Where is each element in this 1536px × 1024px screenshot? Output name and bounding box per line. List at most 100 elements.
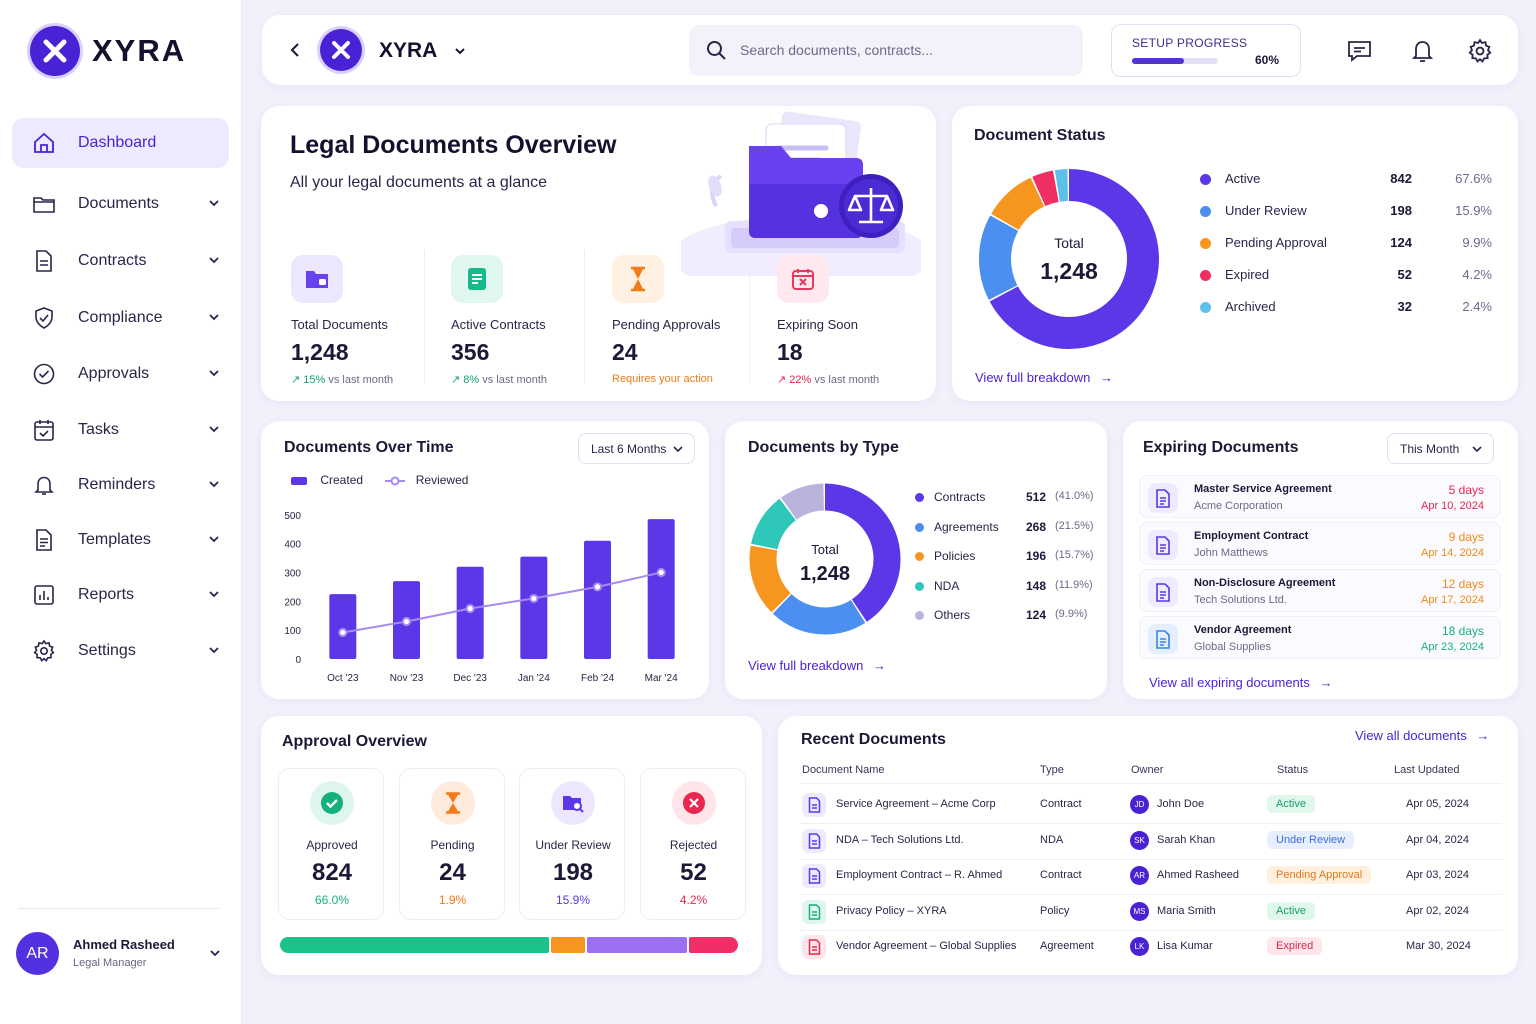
sidebar-item-compliance[interactable]: Compliance [12, 293, 229, 343]
donut-segment-active[interactable] [979, 169, 1159, 349]
expiring-item[interactable]: Vendor Agreement Global Supplies 18 days Ap… [1139, 616, 1501, 659]
chat-icon[interactable] [1347, 39, 1372, 63]
cell-updated: Apr 02, 2024 [1406, 904, 1469, 917]
sidebar-item-reports[interactable]: Reports [12, 570, 229, 620]
expiring-item[interactable]: Master Service Agreement Acme Corporation… [1139, 475, 1501, 518]
stat-change: ↗ 8% vs last month [451, 373, 547, 386]
legend-percent: 15.9% [1455, 203, 1492, 218]
view-full-breakdown-link[interactable]: View full breakdown → [975, 370, 1113, 385]
time-range-dropdown[interactable]: Last 6 Months [578, 433, 695, 464]
status-legend-row[interactable]: Archived 32 2.4% [1200, 298, 1500, 318]
documents-by-type-card: Documents by Type Total 1,248 Contracts 5… [725, 421, 1107, 699]
expiring-date: Apr 23, 2024 [1421, 641, 1484, 653]
type-legend-row[interactable]: Policies 196 (15.7%) [915, 548, 1094, 566]
gear-icon[interactable] [1467, 38, 1493, 64]
approval-card-pending[interactable]: Pending 24 1.9% [398, 768, 505, 920]
workspace-name[interactable]: XYRA [379, 39, 438, 62]
bar-created[interactable] [329, 594, 357, 659]
stat-pending-approvals[interactable]: Pending Approvals 24 Requires your actio… [612, 251, 747, 385]
donut-segment-contracts[interactable] [749, 483, 901, 635]
search-input[interactable] [740, 37, 1060, 63]
sidebar-item-contracts[interactable]: Contracts [12, 236, 229, 286]
donut-segment-policies[interactable] [749, 483, 901, 635]
table-row[interactable]: NDA – Tech Solutions Ltd. NDA SK Sarah Khan… [778, 825, 1518, 860]
table-row[interactable]: Employment Contract – R. Ahmed Contract AR… [778, 860, 1518, 895]
donut-segment-under-review[interactable] [979, 169, 1159, 349]
sidebar-item-documents[interactable]: Documents [12, 179, 229, 229]
legend-dot [1200, 174, 1211, 185]
column-header-type[interactable]: Type [1040, 764, 1064, 776]
stat-total-documents[interactable]: Total Documents 1,248 ↗ 15% vs last mont… [291, 251, 421, 386]
search-box [689, 25, 1083, 76]
type-legend-row[interactable]: NDA 148 (11.9%) [915, 578, 1093, 596]
overview-card: Legal Documents Overview All your legal … [261, 106, 936, 401]
expiring-item[interactable]: Employment Contract John Matthews 9 days Ap… [1139, 522, 1501, 565]
column-header-status[interactable]: Status [1277, 764, 1309, 776]
point-reviewed[interactable] [529, 593, 539, 604]
brand-logo[interactable]: XYRA [30, 26, 186, 76]
donut-center-value: 1,248 [1040, 258, 1098, 284]
approval-card-approved[interactable]: Approved 824 66.0% [278, 768, 384, 920]
approval-distribution-bar [280, 937, 738, 953]
view-all-expiring-link[interactable]: View all expiring documents → [1149, 675, 1333, 690]
column-header-updated[interactable]: Last Updated [1394, 764, 1460, 776]
legend-dot [1200, 302, 1211, 313]
expiring-days: 12 days [1441, 577, 1484, 591]
view-full-breakdown-link[interactable]: View full breakdown → [748, 658, 886, 673]
stat-expiring-soon[interactable]: Expiring Soon 18 ↗ 22% vs last month [777, 251, 917, 386]
recent-documents-card: Recent Documents View all documents → Do… [778, 716, 1518, 975]
legend-count: 198 [1390, 203, 1412, 218]
view-all-documents-link[interactable]: View all documents → [1355, 728, 1489, 743]
back-arrow-icon[interactable] [288, 42, 304, 58]
point-reviewed[interactable] [338, 627, 348, 638]
approval-card-rejected[interactable]: Rejected 52 4.2% [639, 768, 746, 920]
table-row[interactable]: Service Agreement – Acme Corp Contract JD J… [778, 789, 1518, 824]
sidebar-item-reminders[interactable]: Reminders [12, 460, 229, 510]
bar-created[interactable] [584, 540, 611, 659]
chevron-down-icon [209, 481, 219, 488]
approval-label: Under Review [535, 838, 611, 852]
sidebar-item-approvals[interactable]: Approvals [12, 349, 229, 399]
chevron-down-icon[interactable] [453, 44, 467, 58]
type-legend-row[interactable]: Others 124 (9.9%) [915, 607, 1090, 625]
stat-change-note: vs last month [482, 374, 548, 386]
donut-segment-agreements[interactable] [749, 483, 901, 635]
sidebar-item-settings[interactable]: Settings [12, 626, 229, 676]
sidebar-item-tasks[interactable]: Tasks [12, 405, 229, 455]
sidebar-item-dashboard[interactable]: Dashboard [12, 118, 229, 168]
sidebar-item-label: Contracts [78, 252, 147, 269]
point-reviewed[interactable] [401, 616, 412, 627]
status-legend-row[interactable]: Pending Approval 124 9.9% [1200, 234, 1500, 254]
column-header-name[interactable]: Document Name [802, 764, 885, 776]
approval-card-under-review[interactable]: Under Review 198 15.9% [519, 768, 625, 920]
user-profile[interactable]: AR Ahmed Rasheed Legal Manager [16, 930, 230, 976]
status-legend-row[interactable]: Expired 52 4.2% [1200, 266, 1500, 286]
column-header-owner[interactable]: Owner [1131, 764, 1164, 776]
type-legend-row[interactable]: Agreements 268 (21.5%) [915, 519, 1094, 537]
point-reviewed[interactable] [656, 567, 666, 578]
bar-created[interactable] [520, 556, 548, 659]
table-row[interactable]: Vendor Agreement – Global Supplies Agreem… [778, 931, 1518, 965]
arrow-right-icon: → [1100, 370, 1114, 385]
point-reviewed[interactable] [465, 603, 475, 614]
trend-up-icon: ↗ [291, 374, 304, 386]
type-legend-row[interactable]: Contracts 512 (41.0%) [915, 489, 1094, 507]
top-bar: XYRA SETUP PROGRESS 60% [262, 15, 1518, 85]
setup-progress[interactable]: SETUP PROGRESS 60% [1111, 24, 1301, 77]
bell-icon[interactable] [1410, 38, 1435, 64]
table-row[interactable]: Privacy Policy – XYRA Policy MS Maria Smith… [778, 896, 1518, 931]
stat-change-value: 22% [789, 374, 812, 386]
cell-type: Policy [1040, 904, 1070, 917]
expiring-range-dropdown[interactable]: This Month [1387, 433, 1494, 464]
status-legend-row[interactable]: Active 842 67.6% [1200, 170, 1500, 190]
expiring-item[interactable]: Non-Disclosure Agreement Tech Solutions L… [1139, 569, 1501, 612]
legend-count: 52 [1397, 267, 1412, 282]
sidebar-item-templates[interactable]: Templates [12, 515, 229, 565]
legend-label: Contracts [934, 490, 986, 504]
bar-created[interactable] [647, 519, 675, 659]
status-legend-row[interactable]: Under Review 198 15.9% [1200, 202, 1500, 222]
point-reviewed[interactable] [592, 582, 603, 592]
stat-active-contracts[interactable]: Active Contracts 356 ↗ 8% vs last month [451, 251, 581, 386]
expiring-date: Apr 14, 2024 [1421, 547, 1484, 559]
cell-owner: Maria Smith [1157, 904, 1216, 917]
